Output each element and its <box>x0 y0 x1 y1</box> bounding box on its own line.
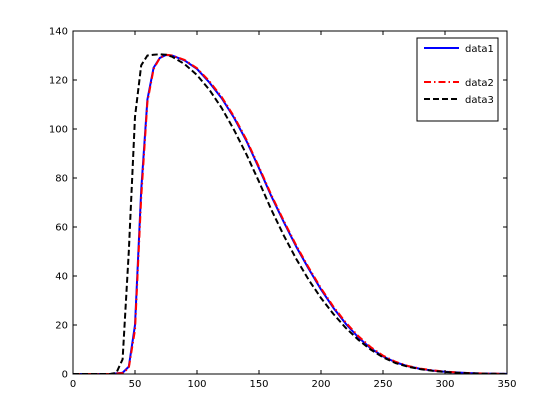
x-tick-label: 300 <box>435 379 454 390</box>
legend-box <box>416 37 499 122</box>
x-tick-label: 100 <box>187 379 206 390</box>
x-tick-label: 200 <box>311 379 330 390</box>
x-tick-label: 350 <box>497 379 516 390</box>
y-tick-label: 40 <box>55 272 68 283</box>
y-tick-label: 100 <box>49 125 68 136</box>
y-tick-label: 140 <box>49 27 68 38</box>
plot-area <box>73 53 507 374</box>
legend: data1 data2 data3 <box>416 37 499 122</box>
series-line-data3 <box>73 53 507 374</box>
y-tick-label: 0 <box>62 370 68 381</box>
x-tick-label: 0 <box>70 379 76 390</box>
legend-label-data1: data1 <box>465 44 494 55</box>
y-tick-label: 120 <box>49 76 68 87</box>
x-tick-label: 50 <box>129 379 142 390</box>
y-tick-label: 60 <box>55 223 68 234</box>
x-tick-label: 250 <box>373 379 392 390</box>
x-tick-label: 150 <box>249 379 268 390</box>
y-tick-label: 20 <box>55 321 68 332</box>
axes: 0 50 100 150 200 250 300 350 0 20 40 60 80 100 120 140 <box>49 27 517 391</box>
legend-label-data2: data2 <box>465 78 494 89</box>
y-tick-label: 80 <box>55 174 68 185</box>
axes-box <box>72 30 508 375</box>
legend-label-data3: data3 <box>465 95 494 106</box>
